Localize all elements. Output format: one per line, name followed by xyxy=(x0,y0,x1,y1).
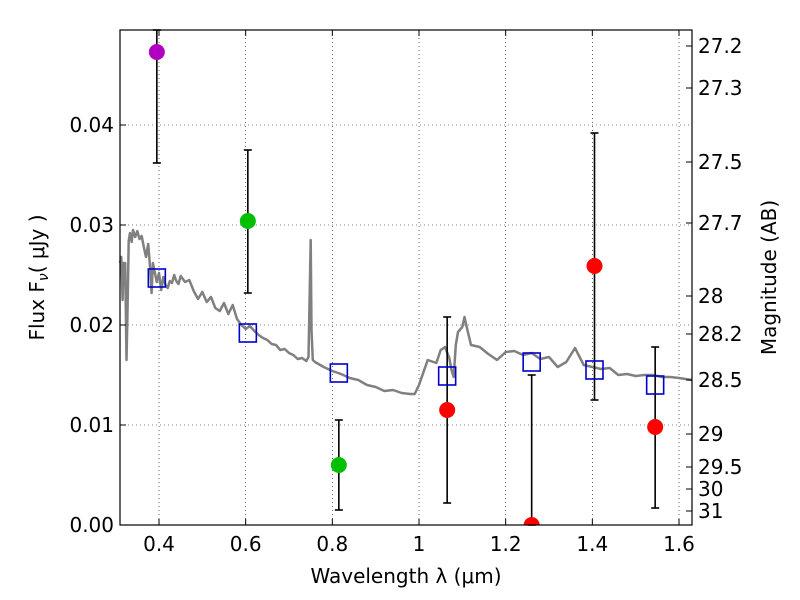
y2-tick-label: 28.5 xyxy=(698,368,743,392)
model-flux-square xyxy=(238,323,258,343)
sed-model-curve xyxy=(118,228,693,396)
x-tick-label: 0.6 xyxy=(230,532,262,556)
y-tick-label: 0.00 xyxy=(69,513,114,537)
x-tick-label: 0.4 xyxy=(143,532,175,556)
observed-points-layer xyxy=(148,44,664,525)
observed-flux-point xyxy=(523,517,540,525)
observed-flux-point xyxy=(439,402,456,418)
y2-axis-label: Magnitude (AB) xyxy=(757,200,781,355)
observed-flux-point xyxy=(330,457,347,473)
model-flux-square xyxy=(645,375,665,395)
y-tick-label: 0.02 xyxy=(69,313,114,337)
x-tick-label: 1.6 xyxy=(663,532,695,556)
axis-ticks: 0.4 0.6 0.8 1 1.2 1.4 1.6 0.00 0.01 0.02 0.03 0.04 2… xyxy=(69,30,743,556)
y-axis-label-unit: ( μJy ) xyxy=(25,214,49,273)
observed-flux-point xyxy=(239,213,256,229)
y2-tick-label: 27.5 xyxy=(698,150,743,174)
observed-flux-point xyxy=(148,44,165,60)
y2-tick-label: 29 xyxy=(698,422,723,446)
model-flux-square xyxy=(147,268,167,288)
x-tick-label: 1.4 xyxy=(576,532,608,556)
plot-frame xyxy=(119,29,693,526)
y-tick-label: 0.04 xyxy=(69,113,114,137)
model-flux-square xyxy=(329,363,349,383)
model-flux-square xyxy=(585,360,604,380)
grid-lines xyxy=(120,30,692,526)
y2-tick-label: 28.2 xyxy=(698,322,743,346)
y2-tick-label: 28 xyxy=(698,284,723,308)
error-bars-layer xyxy=(152,29,660,526)
x-tick-label: 0.8 xyxy=(316,532,348,556)
y-axis-label-subscript: ν xyxy=(36,273,52,281)
y2-tick-label: 27.3 xyxy=(698,76,743,100)
y2-tick-label: 31 xyxy=(698,499,723,523)
y2-tick-label: 27.7 xyxy=(698,211,743,235)
sed-model-curve-layer xyxy=(118,228,693,396)
x-tick-label: 1.2 xyxy=(490,532,522,556)
y-axis-label: Flux Fν( μJy ) xyxy=(25,214,52,340)
y2-tick-label: 27.2 xyxy=(698,34,743,58)
y-tick-label: 0.01 xyxy=(69,413,114,437)
y-tick-label: 0.03 xyxy=(69,213,114,237)
model-flux-square xyxy=(522,352,541,372)
y-axis-label-main: Flux F xyxy=(25,281,49,340)
y2-tick-label: 29.5 xyxy=(698,455,743,479)
observed-flux-point xyxy=(647,419,664,435)
x-tick-label: 1 xyxy=(413,532,426,556)
model-flux-square xyxy=(437,366,457,386)
x-axis-label: Wavelength λ (μm) xyxy=(310,564,501,588)
model-squares-layer xyxy=(147,268,665,395)
y2-tick-label: 30 xyxy=(698,477,723,501)
observed-flux-point xyxy=(586,258,603,274)
